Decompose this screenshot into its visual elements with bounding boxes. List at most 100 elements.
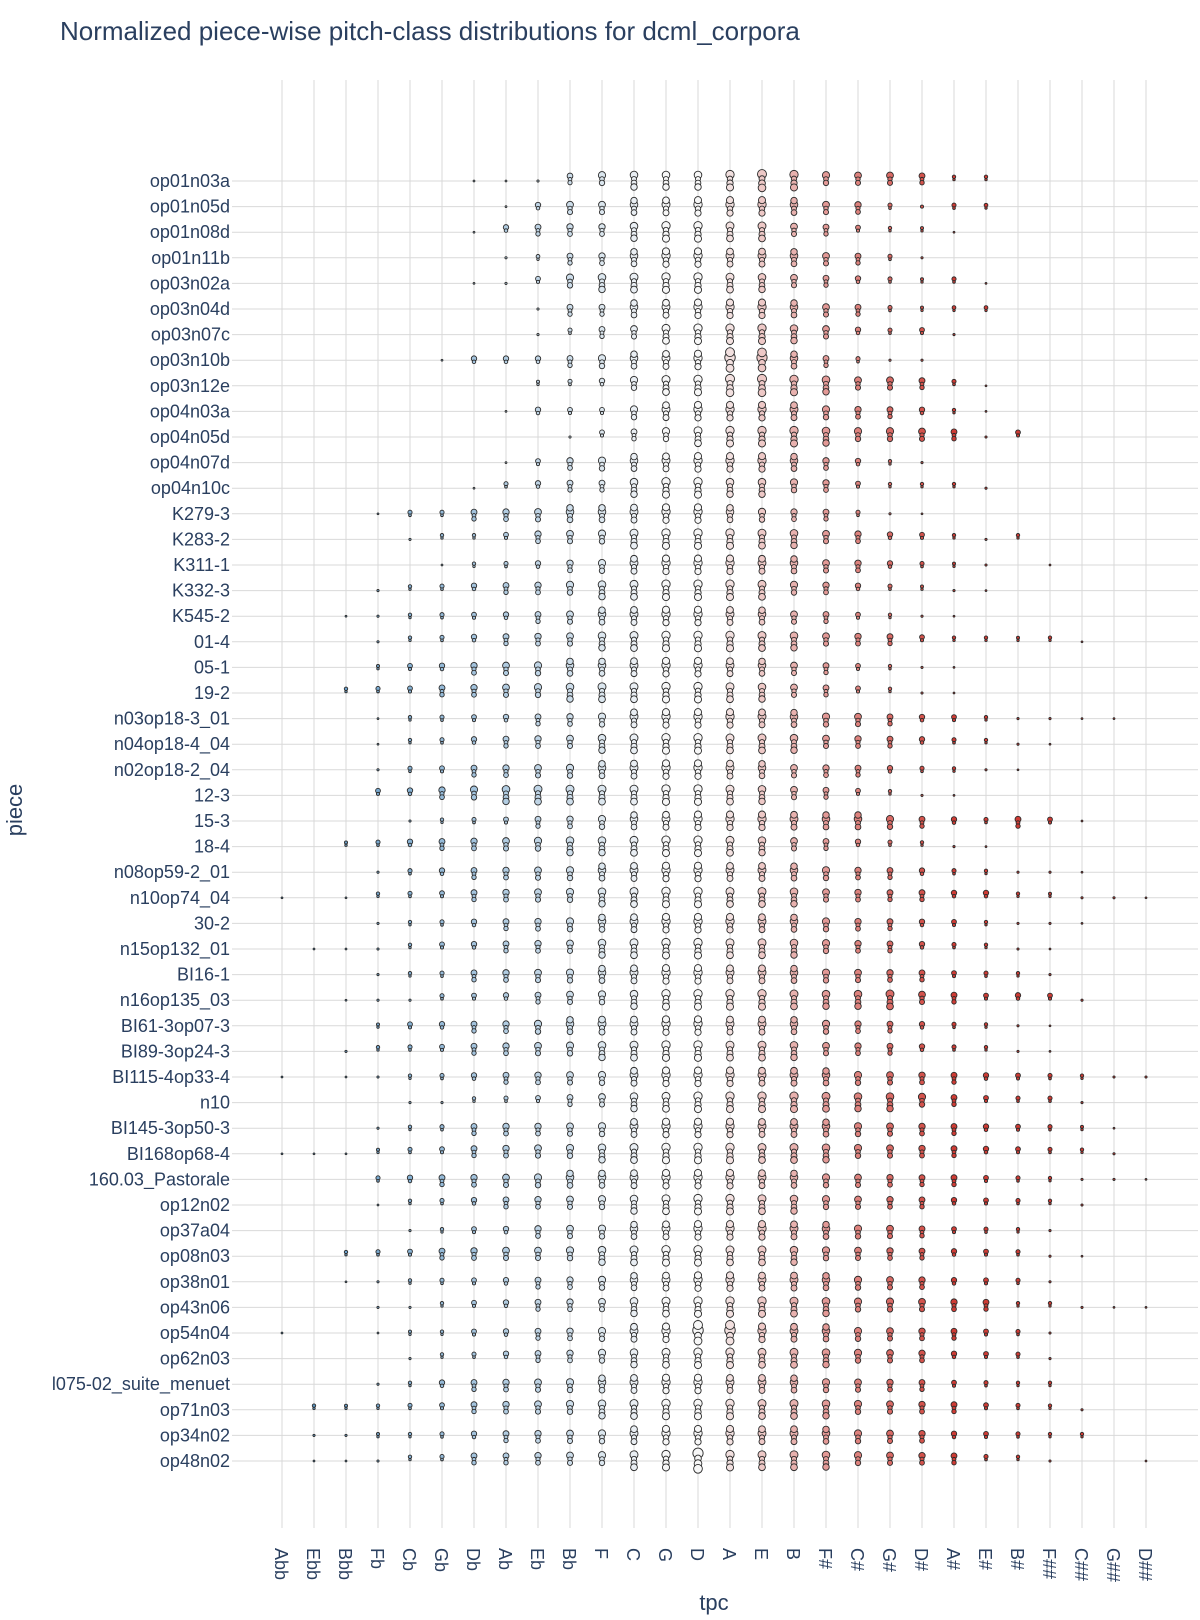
pitch-class-marker [344, 1433, 348, 1437]
pitch-class-marker [503, 948, 509, 954]
pitch-class-marker [790, 721, 798, 728]
pitch-class-marker [630, 964, 638, 973]
pitch-class-marker [855, 689, 861, 694]
pitch-class-marker [536, 179, 540, 183]
pitch-class-marker [887, 769, 893, 774]
pitch-class-marker [757, 452, 767, 461]
pitch-class-marker [983, 1127, 989, 1133]
y-tick-label: BI89-3op24-3 [121, 1041, 230, 1061]
x-tick-label: D [687, 1548, 707, 1561]
pitch-class-marker [662, 336, 670, 345]
pitch-class-marker [376, 689, 380, 694]
pitch-class-marker [726, 311, 734, 320]
pitch-class-marker [471, 359, 477, 365]
pitch-class-marker [1016, 536, 1020, 540]
pitch-class-marker [693, 1320, 703, 1330]
pitch-class-marker [1015, 1150, 1021, 1155]
y-tick-label: n02op18-2_04 [114, 760, 230, 781]
pitch-class-marker [726, 1374, 734, 1382]
pitch-class-marker [790, 1066, 798, 1075]
pitch-class-marker [598, 179, 606, 187]
pitch-class-marker [376, 1382, 380, 1386]
y-tick-label: 12-3 [194, 785, 230, 805]
pitch-class-marker [598, 1015, 606, 1024]
pitch-class-marker [376, 1252, 380, 1257]
pitch-class-marker [661, 951, 671, 960]
x-tick-label: Db [463, 1548, 483, 1571]
pitch-class-marker [630, 1028, 638, 1036]
pitch-class-marker [790, 282, 798, 289]
pitch-class-marker [694, 1438, 702, 1446]
pitch-class-marker [535, 538, 541, 545]
pitch-class-marker [823, 669, 829, 676]
pitch-class-marker [598, 516, 606, 524]
y-tick-label: K279-3 [172, 504, 230, 524]
pitch-class-marker [693, 912, 703, 921]
pitch-class-marker [630, 1079, 638, 1087]
pitch-class-marker [598, 874, 606, 882]
pitch-class-marker [758, 285, 766, 294]
pitch-class-marker [984, 718, 988, 722]
pitch-class-marker [1048, 1076, 1052, 1081]
y-tick-label: 01-4 [194, 632, 230, 652]
pitch-class-marker [984, 589, 988, 592]
pitch-class-marker [855, 772, 861, 778]
pitch-class-marker [376, 1075, 380, 1079]
pitch-class-marker [725, 1168, 735, 1177]
pitch-class-marker [790, 541, 798, 550]
x-tick-label: Abb [271, 1548, 291, 1580]
pitch-class-marker [984, 1025, 988, 1029]
pitch-class-marker [534, 670, 542, 677]
pitch-class-marker [375, 791, 381, 796]
pitch-class-marker [567, 362, 573, 368]
pitch-class-marker [471, 615, 477, 620]
pitch-class-marker [535, 823, 541, 829]
pitch-class-marker [790, 1233, 798, 1241]
pitch-class-marker [886, 435, 894, 443]
pitch-class-marker [1048, 891, 1052, 896]
pitch-class-marker [534, 1408, 542, 1415]
pitch-class-marker [887, 977, 893, 983]
pitch-class-marker [599, 311, 605, 317]
pitch-class-marker [1016, 768, 1020, 772]
pitch-class-marker [630, 414, 638, 421]
pitch-class-marker [567, 1335, 573, 1342]
pitch-class-marker [661, 285, 671, 294]
pitch-class-marker [919, 1204, 925, 1210]
pitch-class-marker [344, 843, 348, 847]
pitch-class-marker [630, 721, 638, 729]
pitch-class-marker [984, 741, 988, 745]
pitch-class-marker [694, 1284, 702, 1292]
pitch-class-marker [790, 1463, 798, 1472]
pitch-class-marker [984, 871, 988, 876]
pitch-class-marker [790, 299, 798, 307]
pitch-class-marker [662, 414, 670, 422]
pitch-class-marker [376, 870, 380, 874]
pitch-class-marker [440, 536, 444, 540]
y-tick-label: op01n08d [150, 222, 230, 242]
pitch-class-marker [439, 871, 445, 877]
pitch-class-marker [984, 1383, 988, 1388]
pitch-class-marker [662, 1131, 670, 1139]
pitch-class-marker [790, 977, 798, 984]
pitch-class-marker [535, 1079, 541, 1086]
pitch-class-marker [567, 721, 573, 727]
pitch-class-marker [535, 1203, 541, 1210]
pitch-class-marker [693, 810, 703, 819]
pitch-class-marker [598, 618, 606, 626]
pitch-class-marker [855, 1028, 861, 1034]
pitch-class-marker [1112, 1306, 1116, 1309]
pitch-class-marker [855, 413, 861, 420]
pitch-class-marker [790, 1322, 798, 1331]
pitch-class-marker [951, 1181, 957, 1188]
pitch-class-marker [1016, 1332, 1020, 1337]
pitch-class-marker [502, 797, 510, 806]
pitch-class-marker [440, 1457, 444, 1462]
pitch-class-marker [693, 196, 703, 205]
y-tick-label: op04n03a [150, 401, 231, 421]
pitch-class-marker [1048, 563, 1052, 567]
pitch-class-marker [1080, 998, 1084, 1002]
pitch-class-marker [567, 231, 573, 237]
pitch-class-marker [566, 1028, 574, 1036]
pitch-class-marker [376, 667, 380, 671]
